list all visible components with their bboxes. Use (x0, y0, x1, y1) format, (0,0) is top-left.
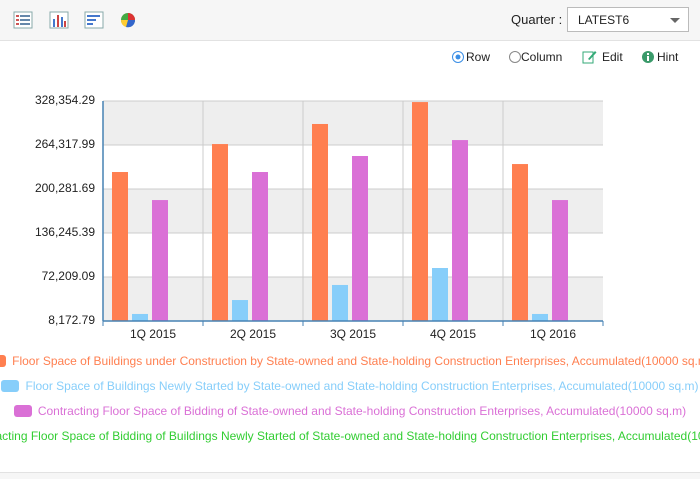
pie-view-icon[interactable] (118, 11, 138, 29)
quarter-label: Quarter : (511, 12, 563, 27)
x-tick-label: 2Q 2015 (230, 327, 276, 341)
y-tick-label: 264,317.99 (35, 137, 95, 151)
bar (212, 144, 228, 321)
footer-bar (0, 472, 700, 479)
bar (252, 172, 268, 321)
bar (152, 200, 168, 321)
quarter-select[interactable]: LATEST6 (567, 7, 689, 32)
legend-label: Contracting Floor Space of Bidding of Bu… (0, 428, 700, 443)
legend-label: Floor Space of Buildings Newly Started b… (25, 378, 699, 393)
bar (532, 313, 548, 321)
bar (552, 200, 568, 321)
y-tick-label: 200,281.69 (35, 181, 95, 195)
y-tick-label: 72,209.09 (42, 269, 96, 283)
column-option[interactable]: Column (521, 50, 563, 64)
bar (332, 284, 348, 321)
hint-icon[interactable] (642, 51, 654, 63)
legend-label: Floor Space of Buildings under Construct… (12, 353, 700, 368)
legend-label: Contracting Floor Space of Bidding of St… (37, 403, 687, 418)
x-tick-label: 1Q 2015 (130, 327, 176, 341)
row-option[interactable]: Row (466, 50, 491, 64)
bar (412, 102, 428, 322)
column-radio[interactable] (509, 51, 521, 63)
legend-item[interactable]: Floor Space of Buildings under Construct… (0, 348, 700, 373)
dropdown-arrow (670, 18, 680, 23)
toolbar: Quarter : LATEST6 (0, 0, 700, 41)
table-view-icon[interactable] (13, 11, 33, 29)
legend-item[interactable]: Floor Space of Buildings Newly Started b… (0, 373, 700, 398)
chart: 8,172.79 72,209.09 136,245.39 200,281.69 264… (35, 93, 604, 341)
bar (352, 156, 368, 321)
edit-option[interactable]: Edit (602, 50, 623, 64)
bar (132, 313, 148, 321)
legend-swatch (1, 379, 20, 392)
x-tick-label: 1Q 2016 (530, 327, 576, 341)
legend: Floor Space of Buildings under Construct… (0, 348, 700, 448)
x-tick-label: 3Q 2015 (330, 327, 376, 341)
y-tick-label: 8,172.79 (48, 313, 95, 327)
hbar-view-icon[interactable] (84, 11, 104, 29)
bar (312, 123, 328, 321)
bar (112, 172, 128, 321)
grid-band (103, 101, 603, 145)
hint-option[interactable]: Hint (657, 50, 679, 64)
legend-item[interactable]: Contracting Floor Space of Bidding of St… (0, 398, 700, 423)
legend-swatch (13, 404, 32, 417)
row-radio[interactable] (452, 51, 464, 63)
bar (232, 300, 248, 321)
bar (452, 140, 468, 321)
y-tick-label: 136,245.39 (35, 225, 95, 239)
legend-item[interactable]: Contracting Floor Space of Bidding of Bu… (0, 423, 700, 448)
legend-swatch (0, 354, 7, 367)
quarter-value: LATEST6 (578, 13, 630, 27)
bar (432, 268, 448, 321)
y-tick-label: 328,354.29 (35, 93, 95, 107)
bar (512, 164, 528, 321)
bar-view-icon[interactable] (49, 11, 69, 29)
edit-icon[interactable] (582, 49, 597, 64)
x-tick-label: 4Q 2015 (430, 327, 476, 341)
